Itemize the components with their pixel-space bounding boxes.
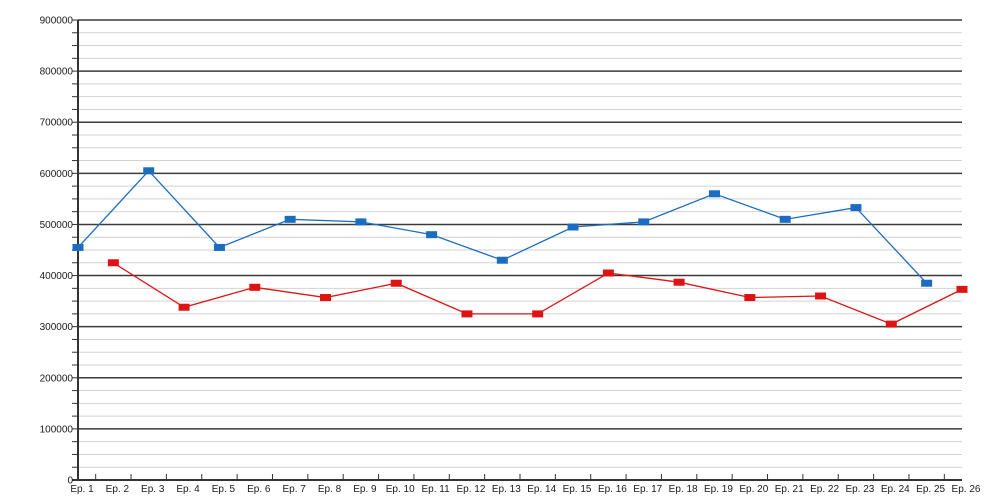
x-axis-tick-label: Ep. 12 (456, 484, 485, 495)
x-axis-tick-label: Ep. 1 (70, 484, 94, 495)
x-axis-tick-label: Ep. 5 (212, 484, 236, 495)
data-point-marker-blue (213, 243, 225, 251)
data-point-marker-blue (708, 190, 720, 198)
data-point-marker-red (461, 310, 473, 318)
data-point-marker-blue (921, 279, 933, 287)
y-axis-tick-label: 700000 (40, 118, 74, 129)
x-axis-tick-label: Ep. 10 (386, 484, 415, 495)
x-axis-tick-label: Ep. 4 (176, 484, 200, 495)
y-axis-tick-label: 100000 (40, 424, 74, 435)
data-point-marker-blue (496, 256, 508, 264)
x-axis-tick-label: Ep. 14 (527, 484, 556, 495)
data-point-marker-red (602, 269, 614, 277)
y-axis-tick-label: 300000 (40, 322, 74, 333)
x-axis-tick-label: Ep. 2 (106, 484, 130, 495)
y-axis-tick-label: 200000 (40, 373, 74, 384)
data-point-marker-blue (72, 243, 84, 251)
x-axis-tick-label: Ep. 16 (598, 484, 627, 495)
x-axis-tick-label: Ep. 22 (810, 484, 839, 495)
y-axis-tick-label: 900000 (40, 16, 74, 27)
data-point-marker-blue (143, 167, 155, 175)
x-axis-tick-label: Ep. 20 (739, 484, 768, 495)
data-point-marker-blue (779, 215, 791, 223)
x-axis-tick-label: Ep. 6 (247, 484, 271, 495)
y-axis-tick-label: 600000 (40, 169, 74, 180)
data-point-marker-red (956, 285, 968, 293)
x-axis-tick-label: Ep. 25 (916, 484, 945, 495)
data-point-marker-red (532, 310, 544, 318)
x-axis-tick-label: Ep. 15 (563, 484, 592, 495)
data-point-marker-blue (638, 218, 650, 226)
x-axis-tick-label: Ep. 19 (704, 484, 733, 495)
data-point-marker-blue (567, 223, 579, 231)
data-point-marker-red (673, 278, 685, 286)
y-axis-tick-label: 500000 (40, 220, 74, 231)
data-point-marker-red (390, 279, 402, 287)
data-point-marker-red (249, 283, 261, 291)
data-point-marker-red (107, 259, 119, 267)
data-point-marker-red (320, 294, 332, 302)
x-axis-tick-label: Ep. 7 (282, 484, 306, 495)
x-axis-tick-label: Ep. 17 (633, 484, 662, 495)
data-point-marker-red (815, 292, 827, 300)
x-axis-tick-label: Ep. 8 (318, 484, 342, 495)
x-axis-tick-label: Ep. 21 (775, 484, 804, 495)
x-axis-tick-label: Ep. 3 (141, 484, 165, 495)
x-axis-tick-label: Ep. 18 (669, 484, 698, 495)
y-axis-tick-label: 400000 (40, 271, 74, 282)
data-point-marker-blue (284, 215, 296, 223)
series-line-blue (77, 169, 928, 284)
data-point-marker-red (178, 303, 190, 311)
x-axis-tick-label: Ep. 23 (845, 484, 874, 495)
data-point-marker-blue (355, 218, 367, 226)
data-point-marker-red (744, 294, 756, 302)
data-point-marker-red (885, 320, 897, 328)
y-axis-tick-label: 0 (67, 476, 73, 487)
data-point-marker-blue (850, 204, 862, 212)
x-axis-tick-label: Ep. 26 (952, 484, 981, 495)
x-axis-tick-label: Ep. 13 (492, 484, 521, 495)
x-axis-tick-label: Ep. 9 (353, 484, 377, 495)
x-axis-tick-label: Ep. 11 (422, 484, 451, 495)
data-point-marker-blue (426, 231, 438, 239)
y-axis-tick-label: 800000 (40, 67, 74, 78)
x-axis-tick-label: Ep. 24 (881, 484, 910, 495)
